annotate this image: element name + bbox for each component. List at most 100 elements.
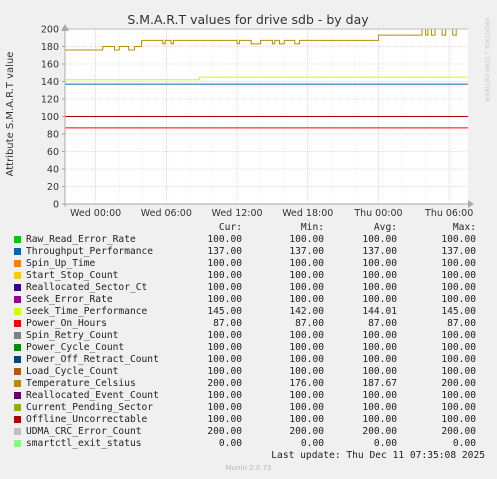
legend-cur: 100.00 <box>207 282 242 293</box>
legend-min: 100.00 <box>289 330 324 341</box>
legend-swatch <box>14 308 21 315</box>
column-cur: Cur: <box>218 222 242 233</box>
legend-row-raw-read-error-rate: Raw_Read_Error_Rate 100.00 100.00 100.00 100… <box>12 234 490 246</box>
legend-label: Throughput_Performance <box>26 246 154 257</box>
y-tick-label: 120 <box>41 95 59 106</box>
column-max: Max: <box>452 222 476 233</box>
munin-version: Munin 2.0.73 <box>225 464 272 472</box>
x-tick-label: Wed 12:00 <box>211 208 262 219</box>
legend-max: 100.00 <box>441 282 476 293</box>
legend-cur: 100.00 <box>207 294 242 305</box>
legend-avg: 100.00 <box>362 234 397 245</box>
legend-header: Cur: Min: Avg: Max: <box>12 222 490 234</box>
legend-row-temperature-celsius: Temperature_Celsius 200.00 176.00 187.67 200… <box>12 378 490 390</box>
legend-cur: 100.00 <box>207 330 242 341</box>
legend-avg: 100.00 <box>362 342 397 353</box>
x-tick-label: Wed 06:00 <box>141 208 192 219</box>
legend-avg: 100.00 <box>362 414 397 425</box>
legend-label: Offline_Uncorrectable <box>26 414 148 425</box>
legend-max: 100.00 <box>441 234 476 245</box>
legend-swatch <box>14 344 21 351</box>
y-tick-label: 40 <box>47 165 59 176</box>
legend-swatch <box>14 356 21 363</box>
legend-avg: 0.00 <box>373 438 397 449</box>
legend-label: Spin_Retry_Count <box>26 330 119 341</box>
legend-min: 142.00 <box>289 306 324 317</box>
legend-min: 100.00 <box>289 354 324 365</box>
y-tick-label: 0 <box>53 200 59 211</box>
legend-row-reallocated-sector-ct: Reallocated_Sector_Ct 100.00 100.00 100.00 1… <box>12 282 490 294</box>
legend-swatch <box>14 248 21 255</box>
legend-max: 100.00 <box>441 414 476 425</box>
x-axis-arrow-icon <box>468 200 474 208</box>
legend-min: 100.00 <box>289 342 324 353</box>
legend-cur: 100.00 <box>207 366 242 377</box>
legend-swatch <box>14 380 21 387</box>
legend-cur: 100.00 <box>207 342 242 353</box>
y-tick-label: 160 <box>41 60 59 71</box>
legend-swatch <box>14 272 21 279</box>
legend-label: Seek_Error_Rate <box>26 294 113 305</box>
legend-cur: 100.00 <box>207 270 242 281</box>
legend-label: Temperature_Celsius <box>26 378 136 389</box>
legend-row-reallocated-event-count: Reallocated_Event_Count 100.00 100.00 100.0… <box>12 390 490 402</box>
x-tick-label: Wed 00:00 <box>70 208 121 219</box>
legend-max: 100.00 <box>441 366 476 377</box>
legend-max: 200.00 <box>441 426 476 437</box>
x-tick-label: Thu 06:00 <box>424 208 473 219</box>
legend-max: 100.00 <box>441 354 476 365</box>
series-line-seek-time-performance <box>65 76 468 81</box>
legend-max: 145.00 <box>441 306 476 317</box>
legend-cur: 100.00 <box>207 234 242 245</box>
legend-max: 100.00 <box>441 330 476 341</box>
legend-swatch <box>14 404 21 411</box>
legend-avg: 100.00 <box>362 390 397 401</box>
legend-avg: 100.00 <box>362 330 397 341</box>
legend-cur: 0.00 <box>218 438 242 449</box>
legend-row-spin-up-time: Spin_Up_Time 100.00 100.00 100.00 100.00 <box>12 258 490 270</box>
legend-min: 200.00 <box>289 426 324 437</box>
legend-max: 100.00 <box>441 402 476 413</box>
rrdtool-watermark: RRDTOOL / TOBI OETIKER <box>482 12 492 112</box>
legend-avg: 100.00 <box>362 294 397 305</box>
chart-title: S.M.A.R.T values for drive sdb - by day <box>127 12 369 27</box>
legend-label: Power_Off_Retract_Count <box>26 354 159 365</box>
legend-cur: 200.00 <box>207 378 242 389</box>
series-lines <box>65 28 468 205</box>
legend-cur: 100.00 <box>207 354 242 365</box>
legend-row-power-off-retract-count: Power_Off_Retract_Count 100.00 100.00 100.0… <box>12 354 490 366</box>
legend-label: smartctl_exit_status <box>26 438 142 449</box>
legend-avg: 100.00 <box>362 366 397 377</box>
legend-avg: 100.00 <box>362 402 397 413</box>
legend-row-load-cycle-count: Load_Cycle_Count 100.00 100.00 100.00 100.00 <box>12 366 490 378</box>
legend-max: 100.00 <box>441 390 476 401</box>
x-tick-label: Thu 00:00 <box>353 208 402 219</box>
legend-label: Spin_Up_Time <box>26 258 96 269</box>
legend-swatch <box>14 260 21 267</box>
legend-row-power-on-hours: Power_On_Hours 87.00 87.00 87.00 87.00 <box>12 318 490 330</box>
legend-row-udma-crc-error-count: UDMA_CRC_Error_Count 200.00 200.00 200.00 20… <box>12 426 490 438</box>
y-tick-label: 60 <box>47 147 59 158</box>
legend-cur: 100.00 <box>207 390 242 401</box>
legend-cur: 100.00 <box>207 402 242 413</box>
legend-max: 100.00 <box>441 342 476 353</box>
legend-label: Reallocated_Event_Count <box>26 390 159 401</box>
legend-max: 0.00 <box>452 438 476 449</box>
legend-min: 100.00 <box>289 390 324 401</box>
column-min: Min: <box>300 222 324 233</box>
legend-min: 100.00 <box>289 366 324 377</box>
legend-max: 200.00 <box>441 378 476 389</box>
legend-label: Start_Stop_Count <box>26 270 119 281</box>
y-axis-label: Attribute S.M.A.R.T value <box>5 52 16 177</box>
legend-avg: 200.00 <box>362 426 397 437</box>
legend-min: 100.00 <box>289 402 324 413</box>
legend-max: 87.00 <box>447 318 476 329</box>
legend-label: Load_Cycle_Count <box>26 366 119 377</box>
legend-swatch <box>14 236 21 243</box>
legend-row-throughput-performance: Throughput_Performance 137.00 137.00 137.00… <box>12 246 490 258</box>
legend-label: Seek_Time_Performance <box>26 306 148 317</box>
legend-swatch <box>14 368 21 375</box>
legend-max: 100.00 <box>441 270 476 281</box>
legend-avg: 144.01 <box>362 306 397 317</box>
legend-cur: 87.00 <box>213 318 242 329</box>
